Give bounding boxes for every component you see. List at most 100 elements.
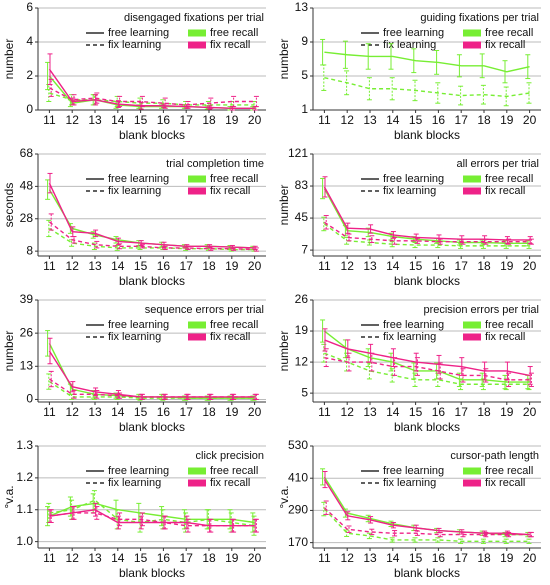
x-tick-label: 17 xyxy=(455,405,469,419)
x-tick-label: 12 xyxy=(66,113,80,127)
x-tick-label: 12 xyxy=(341,405,355,419)
x-tick-label: 15 xyxy=(409,551,423,565)
chart-title: disengaged fixations per trial xyxy=(124,12,264,24)
legend-label: free learning xyxy=(108,27,169,39)
x-tick-label: 20 xyxy=(523,259,537,273)
x-tick-label: 14 xyxy=(111,551,125,565)
y-axis-label: number xyxy=(277,331,291,372)
series-line xyxy=(48,350,255,398)
series-line xyxy=(48,221,255,251)
x-tick-label: 11 xyxy=(318,259,331,273)
legend-label: fix recall xyxy=(210,39,250,51)
y-tick-label: 5 xyxy=(301,385,308,399)
legend-label: free learning xyxy=(383,27,444,39)
chart-title: guiding fixations per trial xyxy=(420,12,539,24)
y-tick-label: 45 xyxy=(295,210,309,224)
y-tick-label: 13 xyxy=(295,0,309,14)
y-tick-label: 1.0 xyxy=(16,534,33,548)
x-tick-label: 20 xyxy=(248,551,262,565)
series-line xyxy=(324,352,530,385)
x-axis-label: blank blocks xyxy=(394,274,460,288)
x-tick-label: 16 xyxy=(432,405,446,419)
legend-swatch xyxy=(188,467,206,475)
x-tick-label: 14 xyxy=(386,405,400,419)
y-tick-label: 7 xyxy=(301,242,308,256)
x-tick-label: 16 xyxy=(432,551,446,565)
legend-swatch xyxy=(463,175,481,183)
series-line xyxy=(323,507,530,536)
x-tick-label: 11 xyxy=(318,113,331,127)
y-tick-label: 48 xyxy=(20,179,34,193)
y-tick-label: 1.1 xyxy=(16,502,33,516)
y-tick-label: 83 xyxy=(295,178,309,192)
x-tick-label: 18 xyxy=(477,405,491,419)
legend-label: free recall xyxy=(210,173,258,185)
y-tick-label: 9 xyxy=(301,34,308,48)
series-line xyxy=(49,499,255,527)
x-tick-label: 13 xyxy=(363,259,377,273)
chart-title: cursor-path length xyxy=(450,450,539,462)
y-tick-label: 410 xyxy=(288,470,308,484)
x-tick-label: 17 xyxy=(455,259,469,273)
x-tick-label: 18 xyxy=(477,113,491,127)
legend-label: fix learning xyxy=(108,185,161,197)
legend-label: free recall xyxy=(485,173,533,185)
series-line xyxy=(49,381,255,399)
x-tick-label: 16 xyxy=(157,259,171,273)
x-tick-label: 13 xyxy=(88,405,102,419)
legend-swatch xyxy=(188,333,206,341)
legend-label: free recall xyxy=(210,319,258,331)
x-tick-label: 14 xyxy=(111,259,125,273)
x-axis-label: blank blocks xyxy=(119,420,185,434)
series-line xyxy=(324,77,530,98)
chart-title: click precision xyxy=(196,450,264,462)
x-tick-label: 18 xyxy=(202,551,216,565)
series-line xyxy=(324,51,530,73)
legend-swatch xyxy=(188,41,206,49)
x-tick-label: 16 xyxy=(157,405,171,419)
x-tick-label: 17 xyxy=(180,113,194,127)
x-tick-label: 18 xyxy=(477,259,491,273)
x-tick-label: 11 xyxy=(43,259,56,273)
x-tick-label: 15 xyxy=(409,405,423,419)
legend-label: free recall xyxy=(210,465,258,477)
y-tick-label: 8 xyxy=(26,243,33,257)
legend-label: fix recall xyxy=(485,331,525,343)
legend-label: fix recall xyxy=(485,477,525,489)
legend-label: fix learning xyxy=(383,39,436,51)
legend-label: fix learning xyxy=(108,39,161,51)
x-axis-label: blank blocks xyxy=(394,566,460,580)
legend-label: fix learning xyxy=(108,477,161,489)
x-tick-label: 17 xyxy=(455,113,469,127)
x-tick-label: 17 xyxy=(180,405,194,419)
series-line xyxy=(323,508,530,542)
series-line xyxy=(49,509,255,527)
x-tick-label: 14 xyxy=(386,259,400,273)
legend-label: fix learning xyxy=(383,185,436,197)
x-tick-label: 20 xyxy=(523,551,537,565)
series-line xyxy=(324,221,530,243)
x-tick-label: 16 xyxy=(157,551,171,565)
x-tick-label: 15 xyxy=(409,113,423,127)
legend-swatch xyxy=(188,187,206,195)
chart-title: all errors per trial xyxy=(456,158,539,170)
x-tick-label: 19 xyxy=(225,405,239,419)
series-line xyxy=(323,223,530,247)
x-tick-label: 16 xyxy=(432,259,446,273)
y-axis-label: number xyxy=(2,331,16,372)
x-tick-label: 12 xyxy=(66,551,80,565)
x-tick-label: 11 xyxy=(43,551,56,565)
legend-label: fix recall xyxy=(210,185,250,197)
legend-swatch xyxy=(188,321,206,329)
x-tick-label: 15 xyxy=(134,259,148,273)
series-line xyxy=(49,378,255,398)
y-axis-label: seconds xyxy=(2,183,16,228)
legend-label: free recall xyxy=(485,465,533,477)
x-tick-label: 17 xyxy=(180,551,194,565)
y-tick-label: 2 xyxy=(26,68,33,82)
x-axis-label: blank blocks xyxy=(119,566,185,580)
x-tick-label: 20 xyxy=(248,405,262,419)
y-tick-label: 13 xyxy=(20,358,34,372)
y-axis-label: °v.a. xyxy=(2,485,16,508)
x-tick-label: 15 xyxy=(134,405,148,419)
